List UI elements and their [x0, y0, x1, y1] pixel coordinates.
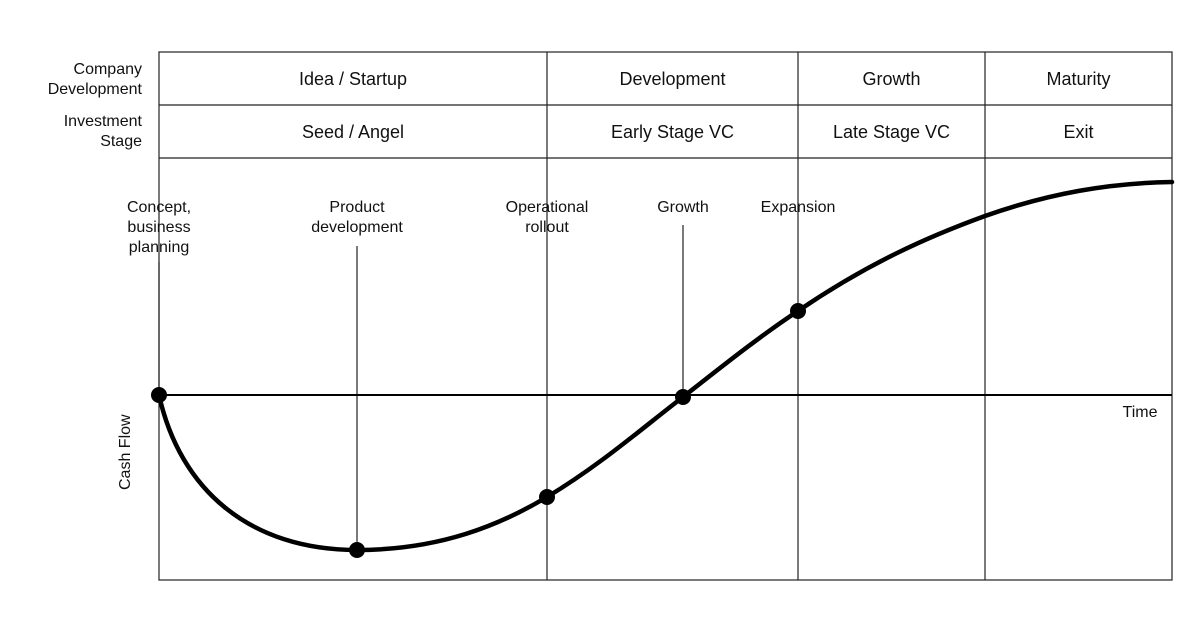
phase-idea-startup: Idea / Startup: [298, 69, 408, 89]
milestone-label-expansion: Expansion: [760, 199, 836, 216]
y-axis-label: Cash Flow: [117, 414, 134, 490]
stage-seed-angel: Seed / Angel: [301, 122, 405, 142]
row-label-investment-stage-text: Investment Stage: [63, 113, 142, 150]
milestone-dot-growth: [675, 389, 691, 405]
row-label-investment-stage: Investment Stage: [2, 112, 142, 152]
row-label-company-development: Company Development: [2, 60, 142, 100]
milestone-label-concept: Concept, business planning: [126, 199, 192, 256]
milestone-label-growth: Growth: [657, 199, 709, 216]
x-axis-label: Time: [1122, 404, 1158, 421]
stage-early-stage-vc: Early Stage VC: [610, 122, 735, 142]
milestone-label-operational-rollout: Operational rollout: [505, 199, 589, 236]
milestone-dot-expansion: [790, 303, 806, 319]
stage-exit: Exit: [1063, 122, 1094, 142]
milestone-label-product-development: Product development: [311, 199, 403, 236]
stage-late-stage-vc: Late Stage VC: [832, 122, 951, 142]
phase-maturity: Maturity: [1046, 69, 1111, 89]
milestone-dot-operational-rollout: [539, 489, 555, 505]
milestone-dot-concept: [151, 387, 167, 403]
phase-development: Development: [619, 69, 726, 89]
milestone-dot-product-development: [349, 542, 365, 558]
row-label-company-development-text: Company Development: [47, 61, 142, 98]
phase-growth: Growth: [862, 69, 921, 89]
cash-flow-curve: [156, 179, 1175, 553]
